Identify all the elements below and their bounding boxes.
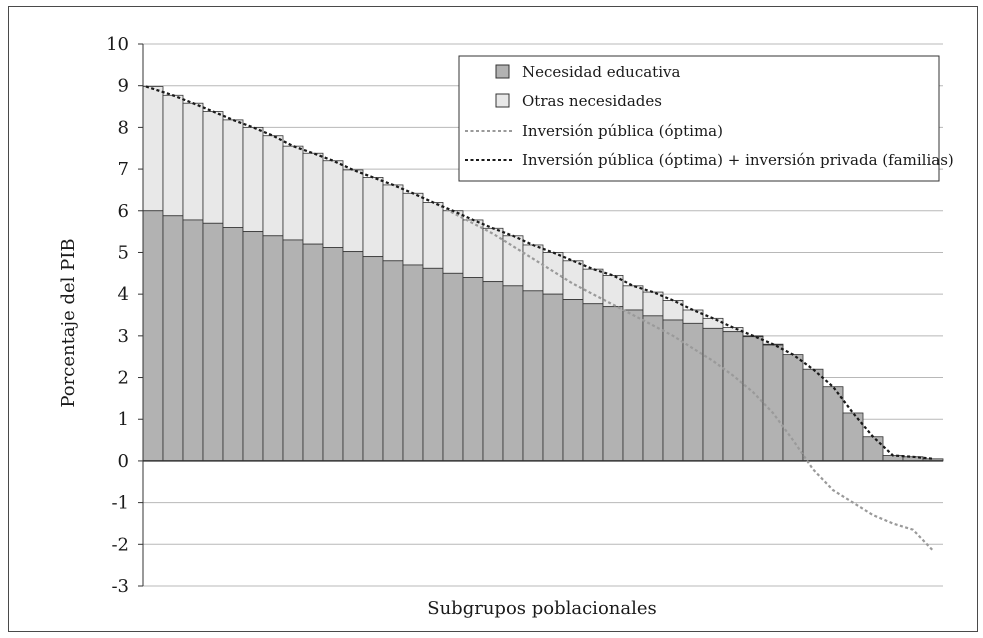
bar-otras-necesidades bbox=[502, 235, 524, 287]
bar-necesidad-educativa bbox=[522, 290, 544, 462]
bar-otras-necesidades bbox=[482, 227, 504, 283]
bar-necesidad-educativa bbox=[642, 315, 664, 462]
legend-label-publica: Inversión pública (óptima) bbox=[522, 122, 723, 140]
bar-otras-necesidades bbox=[262, 135, 284, 237]
y-tick-label: 7 bbox=[118, 159, 129, 180]
bar-necesidad-educativa bbox=[662, 319, 684, 462]
bar-otras-necesidades bbox=[222, 119, 244, 228]
bar-otras-necesidades bbox=[302, 152, 324, 245]
bar-otras-necesidades bbox=[462, 219, 484, 278]
y-tick-label: 8 bbox=[118, 117, 129, 138]
bar-otras-necesidades bbox=[542, 252, 564, 295]
y-tick-label: 10 bbox=[106, 34, 129, 55]
y-tick-label: -3 bbox=[111, 576, 129, 597]
y-tick-label: 2 bbox=[118, 368, 129, 389]
bar-necesidad-educativa bbox=[782, 354, 804, 462]
bars bbox=[142, 86, 944, 462]
axes bbox=[142, 44, 943, 586]
bar-necesidad-educativa bbox=[422, 267, 444, 462]
bar-otras-necesidades bbox=[522, 244, 544, 292]
bar-otras-necesidades bbox=[682, 309, 704, 324]
series-lines bbox=[145, 85, 934, 552]
y-tick-label: 6 bbox=[118, 201, 129, 222]
bar-necesidad-educativa bbox=[222, 227, 244, 462]
bar-otras-necesidades bbox=[202, 111, 224, 224]
bar-necesidad-educativa bbox=[742, 336, 764, 462]
bar-necesidad-educativa bbox=[462, 277, 484, 462]
y-tick-label: 5 bbox=[118, 242, 129, 263]
bar-necesidad-educativa bbox=[702, 327, 724, 462]
y-tick-label: 9 bbox=[118, 76, 129, 97]
bar-otras-necesidades bbox=[702, 317, 724, 329]
bar-necesidad-educativa bbox=[402, 264, 424, 462]
bar-necesidad-educativa bbox=[282, 239, 304, 462]
bar-necesidad-educativa bbox=[202, 222, 224, 462]
y-tick-label: 3 bbox=[118, 326, 129, 347]
bar-necesidad-educativa bbox=[762, 344, 784, 462]
bar-otras-necesidades bbox=[382, 184, 404, 262]
legend-box bbox=[458, 55, 940, 182]
bar-necesidad-educativa bbox=[142, 210, 164, 462]
legend-label-total: Inversión pública (óptima) + inversión p… bbox=[522, 151, 954, 169]
bar-necesidad-educativa bbox=[862, 436, 884, 462]
bar-otras-necesidades bbox=[342, 169, 364, 253]
bar-necesidad-educativa bbox=[442, 272, 464, 462]
bar-otras-necesidades bbox=[442, 210, 464, 274]
bar-otras-necesidades bbox=[642, 291, 664, 317]
bar-necesidad-educativa bbox=[242, 231, 264, 462]
bar-necesidad-educativa bbox=[822, 386, 844, 462]
y-tick-label: 0 bbox=[118, 451, 129, 472]
bar-necesidad-educativa bbox=[622, 309, 644, 462]
line-inversion-total bbox=[145, 85, 934, 460]
bar-necesidad-educativa bbox=[482, 281, 504, 462]
bar-necesidad-educativa bbox=[842, 412, 864, 462]
y-tick-label: -1 bbox=[111, 493, 129, 514]
bar-otras-necesidades bbox=[182, 102, 204, 221]
bar-necesidad-educativa bbox=[502, 285, 524, 462]
bar-necesidad-educativa bbox=[162, 215, 184, 462]
bar-otras-necesidades bbox=[422, 202, 444, 269]
bar-necesidad-educativa bbox=[542, 293, 564, 462]
bar-necesidad-educativa bbox=[602, 306, 624, 462]
bar-otras-necesidades bbox=[362, 177, 384, 258]
bar-necesidad-educativa bbox=[582, 303, 604, 462]
bar-necesidad-educativa bbox=[362, 256, 384, 462]
legend-swatch-necesidad bbox=[495, 64, 510, 79]
bar-necesidad-educativa bbox=[802, 368, 824, 462]
bar-necesidad-educativa bbox=[562, 299, 584, 462]
bar-necesidad-educativa bbox=[322, 247, 344, 462]
bar-otras-necesidades bbox=[322, 160, 344, 248]
legend-label-necesidad: Necesidad educativa bbox=[522, 63, 680, 81]
bar-necesidad-educativa bbox=[722, 331, 744, 462]
bar-necesidad-educativa bbox=[182, 219, 204, 462]
legend-label-otras: Otras necesidades bbox=[522, 92, 662, 110]
bar-otras-necesidades bbox=[142, 86, 164, 212]
line-inversion-publica bbox=[145, 85, 934, 552]
legend: Necesidad educativa Otras necesidades In… bbox=[458, 55, 954, 182]
y-tick-label: 1 bbox=[118, 409, 129, 430]
bar-otras-necesidades bbox=[402, 192, 424, 266]
bar-otras-necesidades bbox=[242, 126, 264, 233]
bar-necesidad-educativa bbox=[302, 243, 324, 462]
bar-otras-necesidades bbox=[622, 285, 644, 311]
legend-swatch-otras bbox=[495, 93, 510, 108]
y-tick-label: 4 bbox=[118, 284, 129, 305]
bar-otras-necesidades bbox=[282, 145, 304, 241]
y-tick-label: -2 bbox=[111, 534, 129, 555]
bar-otras-necesidades bbox=[662, 300, 684, 321]
x-axis-label: Subgrupos poblacionales bbox=[427, 598, 657, 619]
bar-necesidad-educativa bbox=[342, 251, 364, 462]
y-axis-label: Porcentaje del PIB bbox=[58, 238, 79, 407]
bar-necesidad-educativa bbox=[382, 260, 404, 462]
bar-necesidad-educativa bbox=[262, 235, 284, 462]
bar-otras-necesidades bbox=[162, 94, 184, 217]
